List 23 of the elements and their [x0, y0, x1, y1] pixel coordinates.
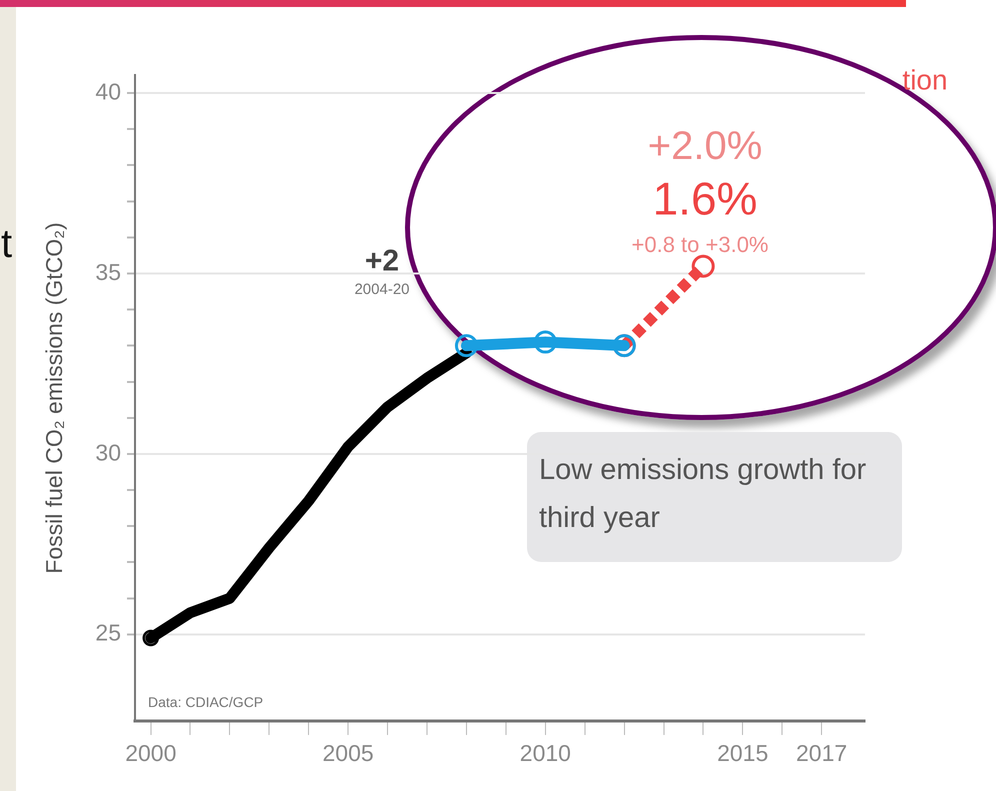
text: tion [902, 64, 948, 96]
annotation: Low emissions growth for third year [527, 432, 902, 562]
y-axis-title: Fossil fuel CO₂ emissions (GtCO₂) [41, 222, 68, 574]
x-tick-label: 2010 [520, 740, 571, 766]
point [454, 334, 478, 358]
annotation: +0.8 to +3.0% [632, 232, 768, 258]
x-tick-label: 2017 [796, 740, 848, 766]
text: t [1, 222, 12, 266]
x-tick-label: 2015 [717, 740, 768, 766]
point [534, 330, 557, 354]
annotation: 1.6% [652, 172, 758, 225]
x-tick-label: 2000 [125, 740, 176, 766]
x-tick-label: 2005 [322, 740, 374, 766]
point [692, 254, 715, 278]
annotation: Data: CDIAC/GCP [148, 694, 264, 710]
annotation: +2 [364, 244, 400, 278]
point [142, 630, 160, 646]
y-tick-label: 40 [95, 78, 121, 104]
y-tick-label: 30 [95, 439, 121, 466]
annotation: +2.0% [648, 124, 762, 168]
annotation: 2004-20 [354, 281, 410, 298]
y-tick-label: 25 [95, 620, 121, 646]
y-tick-label: 35 [95, 258, 121, 285]
